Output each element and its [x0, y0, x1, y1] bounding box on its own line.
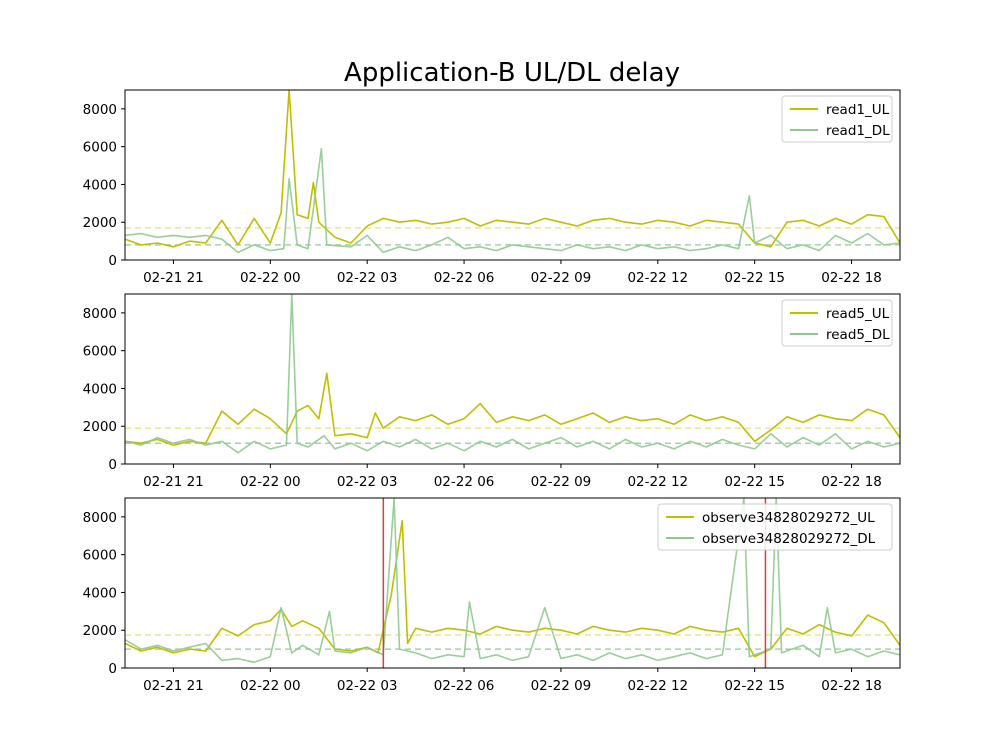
x-tick-label: 02-22 15	[724, 270, 785, 286]
x-tick-label: 02-22 00	[240, 678, 301, 694]
plot-frame	[124, 89, 901, 261]
x-tick-label: 02-22 03	[337, 678, 398, 694]
y-tick-label: 0	[108, 457, 117, 473]
x-tick-label: 02-22 18	[821, 474, 882, 490]
subplot-2: 0 2000 4000 6000 8000 02-21 21 02-22 00 02-22 0…	[83, 293, 901, 490]
y-tick-label: 2000	[83, 623, 117, 639]
legend-label: observe34828029272_UL	[702, 510, 875, 526]
y-tick-label: 2000	[83, 215, 117, 231]
x-tick-label: 02-22 00	[240, 270, 301, 286]
x-tick-label: 02-22 12	[627, 678, 688, 694]
x-tick-label: 02-22 09	[531, 474, 592, 490]
x-tick-label: 02-22 15	[724, 678, 785, 694]
x-tick-label: 02-21 21	[143, 270, 204, 286]
x-tick-label: 02-22 18	[821, 678, 882, 694]
subplot-3: 0 2000 4000 6000 8000 02-21 21 02-22 00 02-22 0…	[83, 497, 901, 694]
x-tick-label: 02-22 12	[627, 270, 688, 286]
x-tick-label: 02-22 06	[434, 474, 495, 490]
x-tick-label: 02-22 09	[531, 678, 592, 694]
y-tick-label: 6000	[83, 140, 117, 156]
legend-label: read1_UL	[826, 102, 890, 118]
y-tick-label: 8000	[83, 306, 117, 322]
y-tick-label: 6000	[83, 548, 117, 564]
legend-label: read1_DL	[826, 123, 890, 139]
series-line-read5_DL	[125, 294, 900, 454]
y-tick-label: 4000	[83, 585, 117, 601]
legend-label: read5_DL	[826, 327, 890, 343]
y-tick-label: 0	[108, 253, 117, 269]
y-tick-label: 2000	[83, 419, 117, 435]
series-line-read1_DL	[125, 147, 900, 254]
x-tick-label: 02-21 21	[143, 474, 204, 490]
legend-label: observe34828029272_DL	[702, 531, 876, 547]
legend: read1_UL read1_DL	[781, 95, 893, 143]
x-tick-label: 02-22 00	[240, 474, 301, 490]
x-tick-label: 02-22 12	[627, 474, 688, 490]
chart-title: Application-B UL/DL delay	[344, 58, 680, 88]
y-tick-label: 0	[108, 661, 117, 677]
plot-frame	[124, 293, 901, 465]
y-tick-label: 8000	[83, 102, 117, 118]
x-tick-label: 02-22 06	[434, 678, 495, 694]
series-line-read1_UL	[125, 90, 900, 248]
legend: observe34828029272_UL observe34828029272_…	[657, 503, 893, 551]
legend-box	[657, 503, 893, 551]
series-line-observe34828029272_DL	[125, 498, 900, 664]
x-tick-label: 02-22 03	[337, 270, 398, 286]
y-tick-label: 6000	[83, 344, 117, 360]
x-tick-label: 02-22 03	[337, 474, 398, 490]
series-line-read5_UL	[125, 372, 900, 446]
plot-frame	[124, 497, 901, 669]
legend-label: read5_UL	[826, 306, 890, 322]
y-tick-label: 4000	[83, 381, 117, 397]
y-tick-label: 4000	[83, 177, 117, 193]
x-tick-label: 02-21 21	[143, 678, 204, 694]
x-tick-label: 02-22 18	[821, 270, 882, 286]
y-tick-label: 8000	[83, 510, 117, 526]
x-tick-label: 02-22 09	[531, 270, 592, 286]
legend: read5_UL read5_DL	[781, 299, 893, 347]
subplot-1: 0 2000 4000 6000 8000 02-21 21 02-22 00 02-22 0…	[83, 89, 901, 286]
x-tick-label: 02-22 06	[434, 270, 495, 286]
x-tick-label: 02-22 15	[724, 474, 785, 490]
series-line-observe34828029272_UL	[125, 519, 900, 658]
